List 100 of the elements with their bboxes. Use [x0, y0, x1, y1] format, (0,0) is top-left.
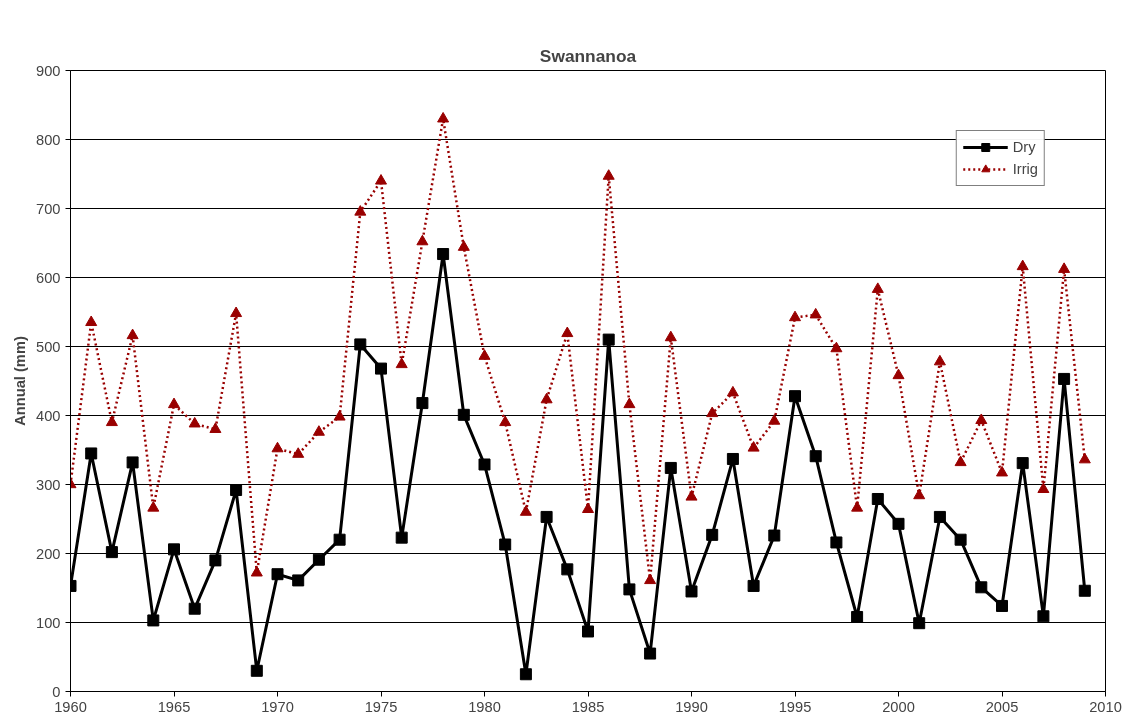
- point: [540, 392, 553, 404]
- point: [519, 668, 532, 681]
- point: [271, 568, 284, 581]
- point: [851, 610, 864, 623]
- point: [561, 326, 574, 338]
- point: [499, 538, 512, 551]
- y-tick-label: 500: [36, 338, 61, 355]
- point: [789, 310, 801, 322]
- point: [375, 174, 387, 185]
- point: [623, 397, 636, 409]
- point: [519, 505, 532, 516]
- point: [416, 397, 429, 410]
- point: [333, 533, 346, 546]
- point: [996, 465, 1008, 477]
- point: [789, 390, 801, 403]
- point: [871, 282, 884, 293]
- x-tick-label: 2010: [1089, 698, 1122, 715]
- point: [954, 455, 967, 467]
- point: [892, 517, 905, 530]
- point: [230, 484, 243, 497]
- legend-label: Irrig: [1012, 161, 1038, 177]
- x-tick-label: 1990: [675, 698, 708, 715]
- point: [147, 501, 160, 512]
- point: [996, 599, 1008, 612]
- point: [809, 450, 822, 463]
- point: [975, 413, 988, 425]
- point: [706, 406, 719, 418]
- x-tick-label: 1970: [261, 698, 294, 715]
- point: [209, 554, 222, 567]
- point: [1037, 610, 1050, 623]
- point: [126, 328, 139, 340]
- y-tick-label: 300: [36, 476, 61, 493]
- point: [809, 307, 822, 319]
- point: [230, 306, 243, 318]
- point: [830, 341, 843, 353]
- x-tick-label: 1980: [468, 698, 501, 715]
- point: [851, 501, 864, 512]
- point: [602, 169, 615, 180]
- legend-label: Dry: [1012, 139, 1036, 155]
- point: [1016, 457, 1029, 470]
- point: [1078, 452, 1091, 464]
- x-tick-label: 1960: [54, 698, 87, 715]
- y-tick-label: 100: [36, 614, 61, 631]
- point: [395, 357, 408, 369]
- point: [685, 585, 698, 598]
- point: [168, 543, 180, 556]
- point: [312, 553, 325, 566]
- point: [1058, 372, 1071, 385]
- point: [271, 441, 284, 453]
- x-tick-label: 2000: [882, 698, 915, 715]
- point: [395, 531, 408, 544]
- point: [85, 447, 98, 460]
- point: [830, 536, 843, 549]
- point: [1058, 262, 1071, 273]
- point: [1078, 584, 1091, 597]
- point: [416, 234, 429, 246]
- point: [706, 528, 719, 541]
- point: [457, 408, 470, 421]
- point: [913, 617, 926, 630]
- point: [913, 488, 926, 500]
- point: [105, 415, 118, 427]
- point: [375, 362, 387, 375]
- point: [561, 563, 574, 576]
- point: [85, 315, 98, 327]
- point: [168, 397, 180, 409]
- point: [582, 625, 594, 638]
- point: [644, 647, 657, 660]
- point: [582, 502, 594, 514]
- x-tick-label: 1995: [778, 698, 812, 715]
- point: [1016, 259, 1029, 271]
- point: [726, 452, 739, 465]
- point: [747, 579, 760, 592]
- point: [292, 447, 305, 458]
- point: [312, 425, 325, 436]
- point: [1037, 482, 1050, 494]
- point: [768, 529, 781, 542]
- point: [478, 349, 491, 360]
- point: [457, 240, 470, 251]
- y-tick-label: 800: [36, 131, 61, 148]
- x-tick-label: 1965: [157, 698, 191, 715]
- point: [126, 456, 139, 469]
- point: [664, 461, 677, 474]
- point: [768, 414, 781, 425]
- chart-title: Swannanoa: [539, 45, 637, 66]
- point: [602, 333, 615, 346]
- point: [437, 111, 450, 123]
- point: [250, 565, 263, 577]
- y-tick-label: 200: [36, 545, 61, 562]
- y-tick-label: 900: [36, 62, 61, 79]
- y-tick-label: 400: [36, 407, 61, 424]
- point: [354, 338, 367, 351]
- point: [954, 533, 967, 546]
- point: [685, 490, 698, 501]
- point: [147, 614, 160, 627]
- point: [209, 422, 222, 433]
- point: [726, 385, 739, 397]
- point: [188, 602, 201, 615]
- y-axis-title: Annual (mm): [12, 336, 29, 426]
- point: [871, 492, 884, 505]
- point: [188, 416, 201, 428]
